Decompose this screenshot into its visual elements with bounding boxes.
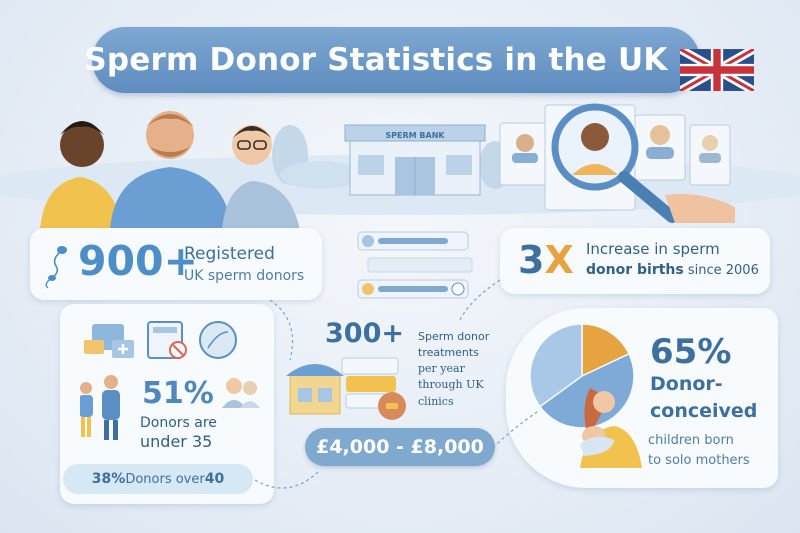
treatments-label-2: treatments: [418, 346, 479, 359]
treatment-progress-icons: [357, 231, 473, 299]
solo-mothers-label-4: to solo mothers: [648, 453, 750, 468]
births-increase-label: Increase in sperm: [586, 240, 720, 258]
scene-illustration: SPERM BANK: [0, 103, 800, 230]
births-increase-value: 3X: [518, 238, 574, 282]
clinic-icon: [84, 324, 134, 358]
treatments-label-3: per year: [418, 362, 465, 375]
donor-men-illustration: [40, 111, 300, 230]
solo-mothers-label-2: conceived: [650, 400, 758, 422]
treatments-label-1: Sperm donor: [418, 330, 490, 343]
under-35-sublabel: under 35: [140, 432, 213, 451]
births-increase-sublabel: donor births since 2006: [586, 262, 759, 278]
registered-donors-sublabel: UK sperm donors: [184, 268, 305, 284]
cost-value: £4,000 - £8,000: [316, 436, 484, 458]
registered-donors-card: [30, 228, 322, 300]
age-card-icons: [80, 321, 260, 440]
under-35-value: 51%: [142, 376, 214, 411]
dna-icon: [199, 321, 237, 359]
pie-slice-2: [529, 323, 583, 408]
over-40-pill: 38% Donors over 40: [63, 464, 253, 494]
magnifier-icon: [551, 103, 735, 223]
births-increase-card: [500, 228, 770, 294]
sperm-icon: [45, 246, 67, 289]
registered-donors-value: 900+: [78, 237, 198, 285]
sperm-bank-building: SPERM BANK: [344, 124, 486, 196]
cost-pill: £4,000 - £8,000: [305, 428, 495, 466]
calculator-icon: [147, 321, 187, 359]
treatments-label-4: through UK: [418, 378, 484, 391]
title-banner: Sperm Donor Statistics in the UK: [84, 27, 700, 93]
solo-mothers-label-3: children born: [648, 433, 734, 448]
uk-flag-icon: [680, 49, 754, 91]
page-title: Sperm Donor Statistics in the UK: [84, 42, 668, 78]
mother-baby-illustration: [580, 388, 642, 468]
solo-mothers-label-1: Donor-: [650, 373, 723, 395]
registered-donors-label: Registered: [184, 244, 275, 264]
under-35-label: Donors are: [140, 415, 217, 431]
treatments-label-5: clinics: [418, 395, 454, 408]
young-donors-illustration: [80, 375, 120, 440]
pie-slice-0: [581, 323, 631, 378]
older-donors-illustration: [222, 378, 260, 408]
treatments-value: 300+: [325, 318, 404, 349]
solo-mothers-value: 65%: [650, 332, 732, 372]
sperm-bank-sign: SPERM BANK: [385, 131, 445, 140]
clinic-icon: [286, 357, 406, 420]
